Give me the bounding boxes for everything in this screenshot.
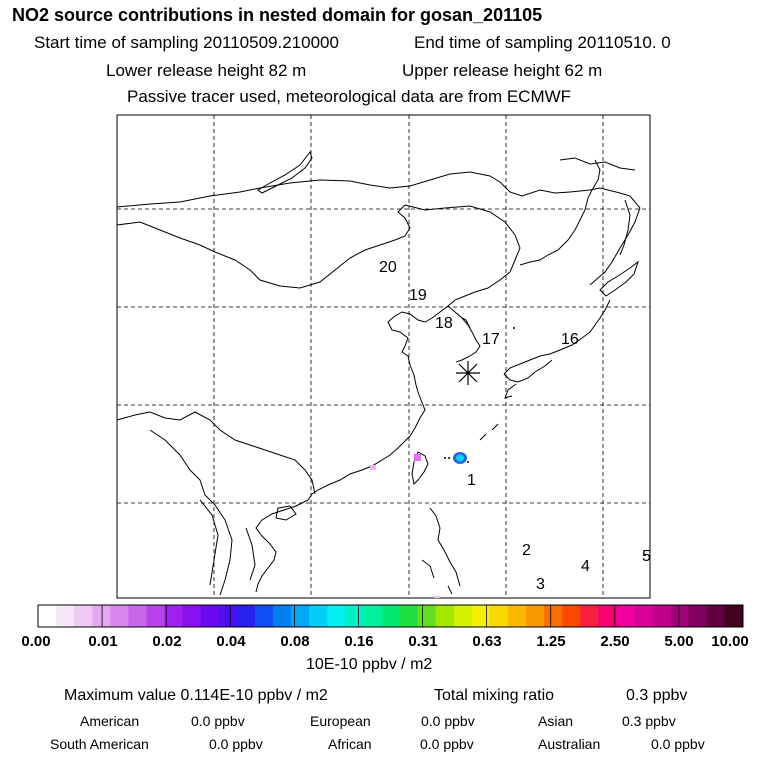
trajectory-label: 3 xyxy=(536,576,545,593)
colorbar-tick: 0.00 xyxy=(21,633,51,650)
trajectory-label: 1 xyxy=(467,472,476,489)
colorbar-segment xyxy=(92,605,111,627)
trajectory-label: 2 xyxy=(522,542,531,559)
trajectory-label: 18 xyxy=(435,315,453,332)
colorbar-segment xyxy=(652,605,672,627)
colorbar-segment xyxy=(688,605,708,627)
trajectory-label: 19 xyxy=(409,287,427,304)
colorbar-segment xyxy=(309,605,328,627)
colorbar-segment xyxy=(146,605,166,627)
coastlines xyxy=(116,150,641,596)
colorbar xyxy=(37,605,744,627)
colorbar-segment xyxy=(38,605,57,627)
colorbar-segment xyxy=(598,605,617,627)
start-time-label: Start time of sampling 20110509.210000 xyxy=(34,33,339,52)
region-african-value: 0.0 ppbv xyxy=(420,736,474,752)
trajectory-dots xyxy=(444,327,646,556)
colorbar-segment xyxy=(200,605,220,627)
colorbar-segment xyxy=(634,605,654,627)
region-asian-label: Asian xyxy=(538,713,574,729)
colorbar-segment xyxy=(508,605,527,627)
colorbar-segment xyxy=(544,605,563,627)
colorbar-segment xyxy=(236,605,256,627)
region-australian-label: Australian xyxy=(538,736,601,752)
colorbar-segment xyxy=(164,605,184,627)
source-contributions xyxy=(370,452,467,598)
maximum-value: Maximum value 0.114E-10 ppbv / m2 xyxy=(64,687,328,704)
region-american-label: American xyxy=(80,713,140,729)
colorbar-segment xyxy=(670,605,690,627)
tracer-note: Passive tracer used, meteorological data… xyxy=(127,87,572,106)
upper-release-label: Upper release height 62 m xyxy=(402,61,603,80)
colorbar-segment xyxy=(56,605,75,627)
trajectory-label: 20 xyxy=(379,259,397,276)
colorbar-tick: 10.00 xyxy=(711,633,749,650)
colorbar-segment xyxy=(471,605,491,627)
colorbar-tick: 0.16 xyxy=(344,633,374,650)
colorbar-segment xyxy=(345,605,364,627)
colorbar-tick: 0.02 xyxy=(152,633,182,650)
region-south-american-value: 0.0 ppbv xyxy=(209,736,263,752)
region-european-label: European xyxy=(310,713,371,729)
colorbar-segment xyxy=(724,605,744,627)
trajectory-label: 4 xyxy=(581,558,590,575)
colorbar-segment xyxy=(562,605,581,627)
colorbar-segment xyxy=(74,605,93,627)
trajectory-label: 5 xyxy=(642,548,651,565)
colorbar-tick: 2.50 xyxy=(600,633,630,650)
trajectory-label: 16 xyxy=(561,331,579,348)
colorbar-unit-label: 10E-10 ppbv / m2 xyxy=(306,656,433,673)
colorbar-segment xyxy=(381,605,401,627)
colorbar-segment xyxy=(453,605,473,627)
graticule xyxy=(117,115,650,598)
total-mixing-label: Total mixing ratio xyxy=(434,687,555,704)
colorbar-tick: 0.63 xyxy=(472,633,502,650)
colorbar-segment xyxy=(363,605,382,627)
colorbar-segment xyxy=(254,605,274,627)
colorbar-segment xyxy=(706,605,726,627)
colorbar-segment xyxy=(399,605,419,627)
region-african-label: African xyxy=(328,736,372,752)
end-time-label: End time of sampling 20110510. 0 xyxy=(414,33,671,52)
colorbar-segment xyxy=(489,605,509,627)
colorbar-tick: 1.25 xyxy=(536,633,566,650)
lower-release-label: Lower release height 82 m xyxy=(106,61,307,80)
colorbar-tick: 0.31 xyxy=(408,633,438,650)
colorbar-segment xyxy=(580,605,599,627)
total-mixing-value: 0.3 ppbv xyxy=(626,687,688,704)
colorbar-frame xyxy=(37,604,744,628)
colorbar-tick: 5.00 xyxy=(664,633,694,650)
colorbar-tick: 0.08 xyxy=(280,633,310,650)
colorbar-segment xyxy=(182,605,202,627)
map-frame xyxy=(116,114,651,599)
colorbar-segment xyxy=(435,605,455,627)
colorbar-segment xyxy=(526,605,545,627)
colorbar-tick: 0.01 xyxy=(88,633,118,650)
region-american-value: 0.0 ppbv xyxy=(191,713,245,729)
colorbar-segment xyxy=(128,605,147,627)
trajectory-label: 17 xyxy=(482,331,500,348)
colorbar-segment xyxy=(616,605,636,627)
colorbar-segment xyxy=(273,605,292,627)
colorbar-tick: 0.04 xyxy=(216,633,246,650)
colorbar-segment xyxy=(417,605,437,627)
region-asian-value: 0.3 ppbv xyxy=(622,713,676,729)
plot-title: NO2 source contributions in nested domai… xyxy=(12,5,543,25)
colorbar-segment xyxy=(218,605,238,627)
colorbar-segment xyxy=(110,605,129,627)
region-south-american-label: South American xyxy=(50,736,149,752)
region-australian-value: 0.0 ppbv xyxy=(651,736,705,752)
receptor-star-icon xyxy=(456,361,480,385)
colorbar-segment xyxy=(291,605,310,627)
region-european-value: 0.0 ppbv xyxy=(421,713,475,729)
colorbar-segment xyxy=(327,605,346,627)
